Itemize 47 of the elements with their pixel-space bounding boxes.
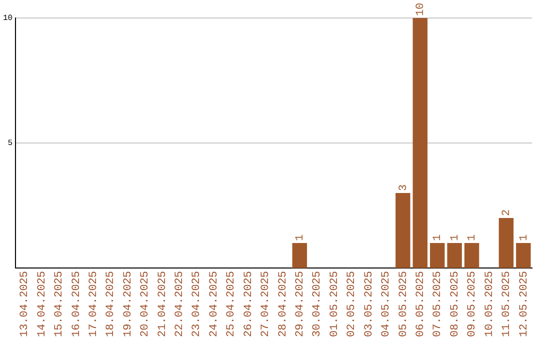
x-tick-label: 08.05.2025 bbox=[449, 270, 462, 338]
x-tick-label: 18.04.2025 bbox=[105, 270, 118, 338]
x-tick-label: 10.05.2025 bbox=[484, 270, 496, 338]
x-tick-label: 27.04.2025 bbox=[260, 270, 272, 338]
x-tick-label: 15.04.2025 bbox=[54, 270, 66, 338]
data-label: 10 bbox=[415, 2, 428, 16]
bar bbox=[464, 242, 480, 268]
x-tick-label: 05.05.2025 bbox=[398, 270, 410, 338]
x-tick-label: 01.05.2025 bbox=[328, 270, 341, 338]
bar bbox=[292, 242, 307, 268]
x-tick-label: 23.04.2025 bbox=[191, 270, 204, 338]
x-tick-label: 21.04.2025 bbox=[156, 270, 169, 338]
data-label: 1 bbox=[432, 234, 444, 241]
x-tick-label: 12.05.2025 bbox=[518, 270, 530, 338]
x-tick-label: 28.04.2025 bbox=[277, 270, 290, 338]
x-tick-label: 30.04.2025 bbox=[312, 270, 324, 338]
x-tick-label: 07.05.2025 bbox=[432, 270, 444, 338]
x-tick-label: 19.04.2025 bbox=[122, 270, 134, 338]
x-tick-label: 06.05.2025 bbox=[415, 270, 428, 338]
x-tick-label: 11.05.2025 bbox=[501, 270, 514, 338]
data-label: 2 bbox=[501, 209, 514, 216]
bar bbox=[516, 242, 531, 268]
bar bbox=[498, 218, 514, 268]
data-label: 1 bbox=[449, 234, 462, 241]
x-tick-label: 17.04.2025 bbox=[88, 270, 100, 338]
bar bbox=[447, 242, 462, 268]
data-label: 1 bbox=[466, 234, 479, 241]
x-tick-label: 20.04.2025 bbox=[140, 270, 152, 338]
bar bbox=[396, 192, 410, 268]
x-tick-label: 02.05.2025 bbox=[346, 270, 358, 338]
x-tick-label: 22.04.2025 bbox=[174, 270, 186, 338]
bar bbox=[412, 18, 428, 268]
data-label: 1 bbox=[294, 234, 307, 241]
x-tick-label: 09.05.2025 bbox=[466, 270, 479, 338]
data-label: 1 bbox=[518, 234, 530, 241]
y-tick-label: 5 bbox=[8, 139, 13, 148]
x-tick-label: 04.05.2025 bbox=[380, 270, 393, 338]
x-tick-label: 26.04.2025 bbox=[242, 270, 255, 338]
x-tick-label: 24.04.2025 bbox=[208, 270, 220, 338]
x-tick-label: 14.04.2025 bbox=[36, 270, 48, 338]
x-tick-label: 29.04.2025 bbox=[294, 270, 307, 338]
x-tick-label: 16.04.2025 bbox=[70, 270, 83, 338]
x-tick-label: 13.04.2025 bbox=[19, 270, 32, 338]
data-label: 3 bbox=[398, 184, 410, 191]
x-tick-label: 03.05.2025 bbox=[363, 270, 376, 338]
x-tick-label: 25.04.2025 bbox=[226, 270, 238, 338]
bar bbox=[430, 242, 445, 268]
